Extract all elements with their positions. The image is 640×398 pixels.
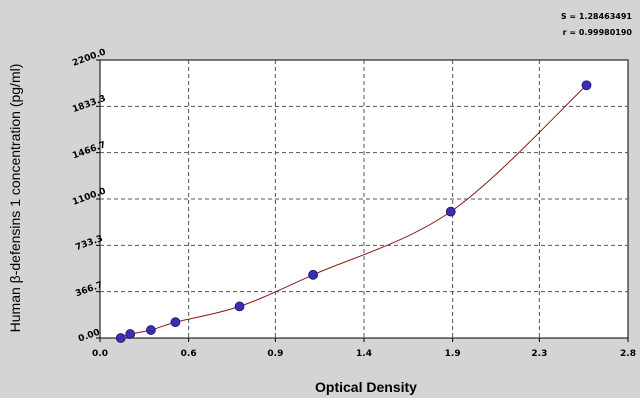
x-tick-labels: 0.0 0.6 0.9 1.4 1.9 2.3 2.8 <box>92 338 636 359</box>
y-axis-title: Human β-defensins 1 concentration (pg/ml… <box>7 64 23 333</box>
x-tick-label: 2.3 <box>531 349 547 359</box>
x-tick-label: 0.9 <box>267 349 283 359</box>
x-tick-label: 1.4 <box>356 349 372 359</box>
data-point <box>146 325 156 335</box>
data-point <box>234 301 245 312</box>
data-points <box>115 80 592 343</box>
x-tick-label: 2.8 <box>620 349 636 359</box>
x-tick-label: 0.0 <box>92 349 108 359</box>
data-point <box>581 80 592 91</box>
x-tick-label: 0.6 <box>181 349 197 359</box>
grid-lines <box>100 60 628 338</box>
data-point <box>445 206 456 217</box>
y-tick-label: 0.00 <box>77 328 101 345</box>
data-point <box>115 333 126 343</box>
data-point <box>170 317 181 328</box>
data-point <box>308 269 318 280</box>
data-point <box>125 329 136 339</box>
x-tick-label: 1.9 <box>445 349 461 359</box>
stat-r: r = 0.99980190 <box>563 28 633 37</box>
x-axis-title: Optical Density <box>315 379 417 395</box>
stat-s: S = 1.28463491 <box>561 12 633 21</box>
